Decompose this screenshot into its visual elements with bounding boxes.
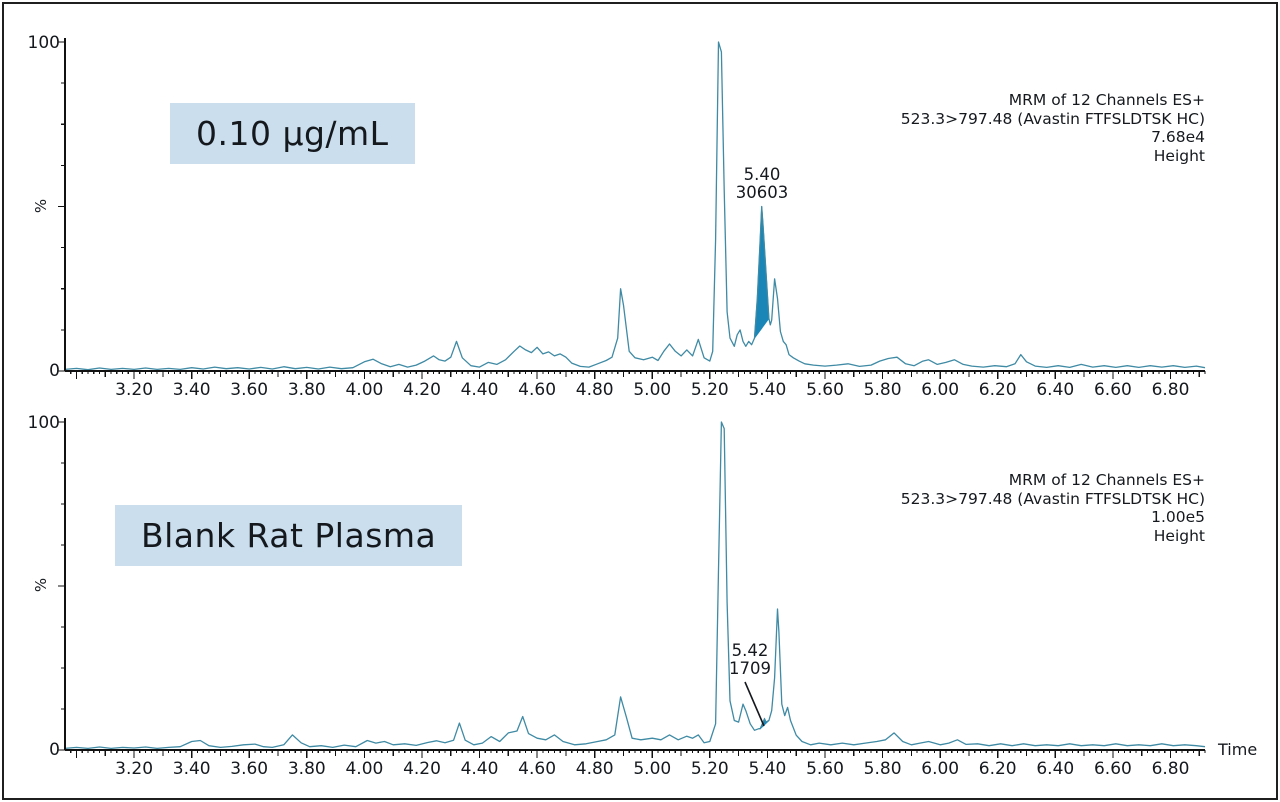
y-ticks	[58, 421, 65, 751]
annotation-leader-line	[744, 681, 765, 727]
x-tick-label: 6.00	[921, 759, 959, 779]
x-tick-label: 5.40	[748, 759, 786, 779]
peak-annotation-bottom: 5.42 1709	[695, 642, 805, 678]
x-tick-label: 5.80	[864, 759, 902, 779]
y-axis-unit-label: %	[32, 198, 51, 213]
x-tick-label: 4.40	[461, 380, 499, 400]
panel-top: 3.20 3.40 3.60 3.80 4.00 4.20 4.40 4.60 4.80 5.00…	[58, 38, 1206, 400]
channel-info-line: MRM of 12 Channels ES+	[1008, 91, 1205, 109]
x-tick-label: 5.00	[633, 380, 671, 400]
x-tick-label: 3.60	[230, 759, 268, 779]
x-tick-label: 3.40	[173, 380, 211, 400]
x-tick-label: 3.20	[115, 380, 153, 400]
x-tick-label: 4.00	[345, 759, 383, 779]
x-tick-label: 4.20	[403, 759, 441, 779]
x-ticks	[70, 750, 1206, 758]
x-tick-label: 5.60	[806, 759, 844, 779]
y-ticks	[58, 41, 65, 372]
x-tick-label: 4.60	[518, 759, 556, 779]
x-tick-label: 3.80	[288, 759, 326, 779]
integrated-peak-fill	[753, 206, 770, 340]
x-tick-labels: 3.20 3.40 3.60 3.80 4.00 4.20 4.40 4.60 4.80 5.00…	[115, 380, 1189, 400]
x-tick-label: 5.80	[864, 380, 902, 400]
peak-height-top: 30603	[735, 183, 789, 202]
channel-info-line: 7.68e4	[1151, 128, 1205, 146]
time-axis-label: Time	[1218, 740, 1258, 759]
x-tick-label: 4.60	[518, 380, 556, 400]
peak-annotation-top: 5.40 30603	[707, 166, 817, 202]
x-tick-label: 6.40	[1036, 759, 1074, 779]
axes	[64, 418, 1205, 751]
x-ticks	[70, 371, 1206, 379]
x-tick-label: 5.00	[633, 759, 671, 779]
x-tick-label: 6.60	[1094, 759, 1132, 779]
chromatogram-trace	[64, 41, 1206, 371]
y-max-label: 100	[27, 413, 60, 433]
x-tick-label: 6.20	[979, 759, 1017, 779]
x-tick-label: 6.40	[1036, 380, 1074, 400]
channel-info-top: MRM of 12 Channels ES+ 523.3>797.48 (Avas…	[901, 91, 1205, 165]
x-tick-label: 5.40	[748, 380, 786, 400]
panel-bottom: 3.20 3.40 3.60 3.80 4.00 4.20 4.40 4.60 4.80 5.00…	[58, 418, 1206, 779]
channel-info-line: 523.3>797.48 (Avastin FTFSLDTSK HC)	[900, 109, 1205, 128]
x-tick-label: 4.80	[576, 380, 614, 400]
channel-info-bottom: MRM of 12 Channels ES+ 523.3>797.48 (Avas…	[901, 471, 1205, 545]
x-tick-label: 5.20	[691, 759, 729, 779]
x-tick-label: 6.00	[921, 380, 959, 400]
x-tick-label: 4.40	[461, 759, 499, 779]
x-tick-label: 5.20	[691, 380, 729, 400]
x-tick-label: 3.40	[173, 759, 211, 779]
channel-info-line: 523.3>797.48 (Avastin FTFSLDTSK HC)	[900, 489, 1205, 508]
x-tick-label: 3.80	[288, 380, 326, 400]
peak-height-bottom: 1709	[729, 659, 771, 678]
x-tick-label: 6.80	[1152, 759, 1190, 779]
x-tick-label: 6.60	[1094, 380, 1132, 400]
y-min-label: 0	[49, 740, 60, 760]
x-tick-label: 5.60	[806, 380, 844, 400]
x-tick-label: 6.20	[979, 380, 1017, 400]
channel-info-line: MRM of 12 Channels ES+	[1008, 471, 1205, 489]
y-max-label: 100	[27, 33, 60, 53]
y-min-label: 0	[49, 361, 60, 381]
channel-info-line: Height	[1153, 526, 1205, 545]
peak-retention-time-top: 5.40	[743, 165, 781, 184]
x-tick-label: 4.80	[576, 759, 614, 779]
sample-label-top: 0.10 µg/mL	[170, 103, 415, 164]
x-tick-labels: 3.20 3.40 3.60 3.80 4.00 4.20 4.40 4.60 4.80 5.00…	[115, 759, 1189, 779]
x-tick-label: 4.20	[403, 380, 441, 400]
channel-info-line: 1.00e5	[1151, 508, 1205, 526]
y-axis-unit-label: %	[32, 577, 51, 593]
channel-info-line: Height	[1153, 146, 1205, 165]
peak-retention-time-bottom: 5.42	[731, 641, 769, 660]
x-tick-label: 4.00	[345, 380, 383, 400]
chromatogram-trace	[64, 421, 1206, 750]
x-tick-label: 3.60	[230, 380, 268, 400]
x-tick-label: 3.20	[115, 759, 153, 779]
sample-label-bottom: Blank Rat Plasma	[115, 505, 463, 566]
axes	[64, 38, 1205, 372]
x-tick-label: 6.80	[1152, 380, 1190, 400]
